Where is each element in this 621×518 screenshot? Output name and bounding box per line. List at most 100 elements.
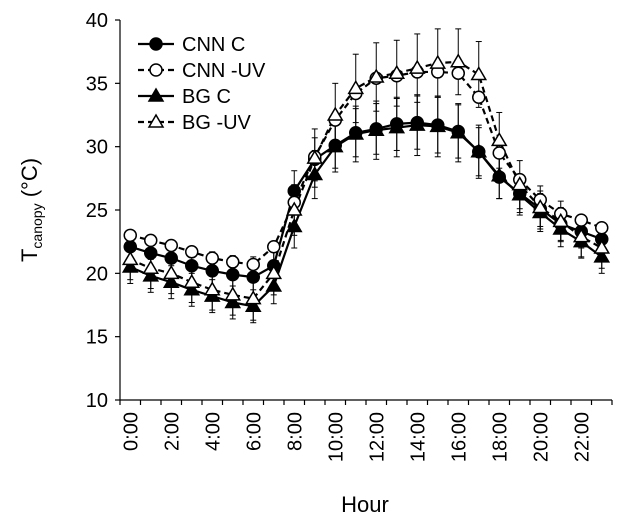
data-point xyxy=(144,233,158,248)
legend-item: BG -UV xyxy=(138,112,252,134)
data-point xyxy=(185,245,199,259)
legend-marker xyxy=(149,37,163,51)
series-markers xyxy=(121,53,611,313)
y-tick-label: 20 xyxy=(86,263,108,285)
y-axis-title-main: T xyxy=(17,249,42,262)
x-tick-label: 4:00 xyxy=(202,412,224,451)
data-point xyxy=(572,228,590,243)
x-tick-label: 14:00 xyxy=(407,412,429,462)
legend-label: CNN -UV xyxy=(182,60,266,82)
data-point xyxy=(367,121,385,136)
data-point xyxy=(224,286,242,301)
data-point xyxy=(306,149,324,164)
data-point xyxy=(593,248,611,263)
data-point xyxy=(183,281,201,296)
data-point xyxy=(265,277,283,292)
data-point xyxy=(205,251,219,265)
data-point xyxy=(470,143,488,158)
data-point xyxy=(246,270,260,284)
x-tick-label: 12:00 xyxy=(366,412,388,462)
x-tick-label: 2:00 xyxy=(161,412,183,451)
x-tick-label: 6:00 xyxy=(243,412,265,451)
data-point xyxy=(267,239,281,254)
data-point xyxy=(224,293,242,309)
y-axis-title-subscript: canopy xyxy=(29,203,45,248)
data-point xyxy=(490,167,508,182)
x-tick-label: 18:00 xyxy=(489,412,511,462)
data-point xyxy=(367,68,385,83)
data-point xyxy=(162,273,180,288)
data-point xyxy=(164,238,178,253)
legend-marker xyxy=(149,63,163,77)
x-tick-label: 16:00 xyxy=(448,412,470,462)
series-line xyxy=(129,124,603,308)
data-point xyxy=(531,198,549,214)
data-point xyxy=(121,250,139,266)
legend-item: CNN -UV xyxy=(138,60,266,82)
data-point xyxy=(121,258,139,273)
y-tick-label: 10 xyxy=(86,390,108,412)
data-point xyxy=(226,255,240,269)
x-tick-label: 0:00 xyxy=(120,412,142,451)
legend-label: BG C xyxy=(182,86,231,108)
data-point xyxy=(429,54,447,69)
x-axis-title: Hour xyxy=(341,492,389,517)
data-point xyxy=(408,59,426,74)
data-point xyxy=(123,228,137,243)
y-axis-title-unit: (°C) xyxy=(17,158,42,203)
data-point xyxy=(164,251,178,265)
y-tick-label: 35 xyxy=(86,73,108,95)
x-tick-label: 10:00 xyxy=(325,412,347,462)
data-point xyxy=(144,246,158,260)
data-point xyxy=(490,131,508,147)
data-point xyxy=(287,184,301,198)
data-point xyxy=(244,290,262,305)
data-point xyxy=(265,264,283,280)
data-point xyxy=(205,264,219,278)
x-tick-label: 20:00 xyxy=(530,412,552,462)
data-point xyxy=(388,64,406,79)
data-point xyxy=(326,138,344,153)
data-point xyxy=(429,117,447,133)
legend-item: CNN C xyxy=(138,34,245,56)
y-axis-title: Tcanopy (°C) xyxy=(17,158,45,262)
x-tick-label: 22:00 xyxy=(571,412,593,462)
y-tick-label: 30 xyxy=(86,137,108,159)
data-point xyxy=(347,79,365,95)
data-point xyxy=(449,53,467,68)
data-point xyxy=(326,106,344,121)
x-tick-labels: 0:00 2:00 4:00 6:00 8:00 10:00 12:00 14:00 16:00… xyxy=(119,400,613,462)
data-point xyxy=(306,166,324,181)
y-tick-label: 40 xyxy=(86,10,108,32)
data-point xyxy=(388,119,406,134)
y-tick-labels: 10 15 20 25 30 35 40 xyxy=(86,10,120,412)
data-point xyxy=(142,267,160,282)
data-point xyxy=(574,213,588,227)
legend-label: CNN C xyxy=(182,34,245,56)
data-point xyxy=(408,116,426,131)
data-point xyxy=(347,125,365,140)
data-point xyxy=(552,220,570,235)
data-point xyxy=(185,258,199,273)
data-point xyxy=(285,201,303,216)
legend-marker xyxy=(147,113,165,128)
data-point xyxy=(183,273,201,288)
data-point xyxy=(593,239,611,254)
legend-label: BG -UV xyxy=(182,112,252,134)
data-point xyxy=(285,217,303,233)
data-point xyxy=(470,65,488,81)
data-point xyxy=(511,176,529,191)
legend-marker xyxy=(147,87,165,102)
data-point xyxy=(142,259,160,275)
legend: CNN C CNN -UV BG C BG -UV xyxy=(138,34,266,134)
data-point xyxy=(246,257,260,272)
svg-text:Tcanopy (°C): Tcanopy (°C) xyxy=(17,158,45,262)
y-tick-label: 15 xyxy=(86,327,108,349)
data-point xyxy=(595,220,609,235)
data-point xyxy=(511,186,529,201)
data-point xyxy=(244,297,262,313)
data-point xyxy=(162,264,180,280)
data-point xyxy=(451,66,465,80)
data-point xyxy=(552,212,570,228)
